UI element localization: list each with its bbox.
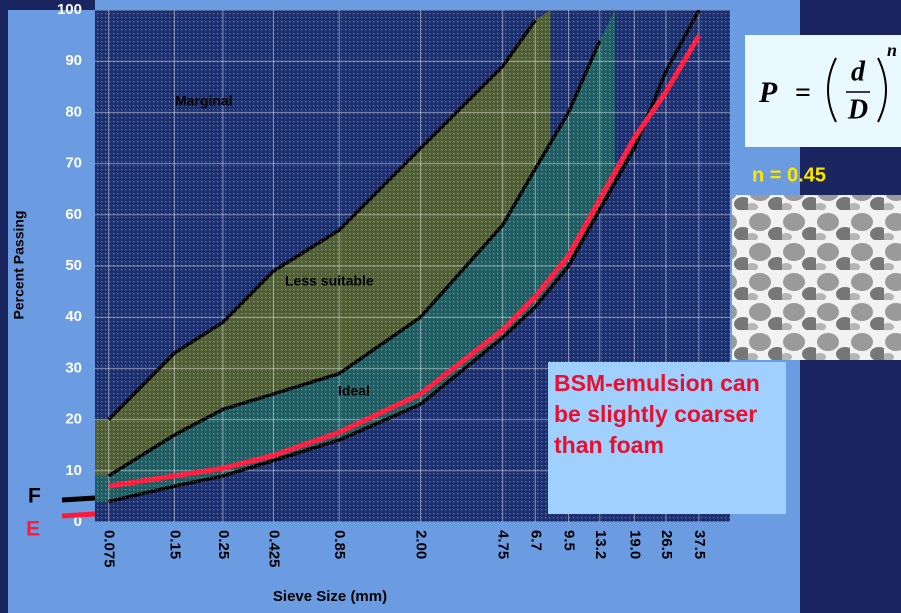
region-label: Ideal — [338, 383, 370, 399]
formula-exponent: n — [887, 40, 897, 60]
aggregate-photo — [732, 195, 901, 360]
region-label: Less suitable — [285, 273, 374, 289]
chart: 01020304050607080901000.0750.150.250.425… — [0, 0, 901, 613]
exponent-note: n = 0.45 — [752, 164, 826, 186]
x-tick-label: 0.25 — [215, 530, 232, 559]
end-line — [62, 514, 95, 516]
x-tick-label: 4.75 — [495, 530, 512, 559]
end-label: F — [28, 485, 41, 508]
x-tick-label: 37.5 — [691, 530, 708, 559]
x-tick-label: 26.5 — [658, 530, 675, 559]
formula-equals: = — [795, 77, 811, 108]
end-label: E — [26, 518, 40, 541]
x-tick-label: 9.5 — [561, 530, 578, 551]
x-tick-label: 0.15 — [166, 530, 183, 559]
end-line — [62, 498, 95, 500]
y-tick-label: 40 — [65, 308, 82, 325]
y-tick-label: 60 — [65, 206, 82, 223]
callout: BSM-emulsion can be slightly coarser tha… — [548, 362, 786, 514]
y-tick-label: 10 — [65, 462, 82, 479]
y-tick-label: 20 — [65, 411, 82, 428]
y-tick-label: 30 — [65, 359, 82, 376]
formula-lhs: P — [758, 76, 778, 109]
formula-denominator: D — [847, 94, 868, 125]
y-axis-title: Percent Passing — [11, 211, 27, 320]
x-tick-label: 6.7 — [527, 530, 544, 551]
y-tick-label: 100 — [57, 1, 82, 18]
x-tick-label: 0.85 — [331, 530, 348, 559]
y-tick-label: 70 — [65, 155, 82, 172]
x-tick-label: 19.0 — [626, 530, 643, 559]
x-tick-label: 2.00 — [413, 530, 430, 559]
x-tick-label: 0.425 — [265, 530, 282, 568]
y-tick-label: 50 — [65, 257, 82, 274]
x-tick-label: 0.075 — [101, 530, 118, 568]
x-tick-label: 13.2 — [592, 530, 609, 559]
x-axis-title: Sieve Size (mm) — [273, 588, 387, 605]
region-label: Marginal — [175, 93, 233, 109]
formula-numerator: d — [851, 56, 866, 87]
page: 01020304050607080901000.0750.150.250.425… — [0, 0, 901, 613]
y-tick-label: 80 — [65, 103, 82, 120]
y-tick-label: 90 — [65, 52, 82, 69]
